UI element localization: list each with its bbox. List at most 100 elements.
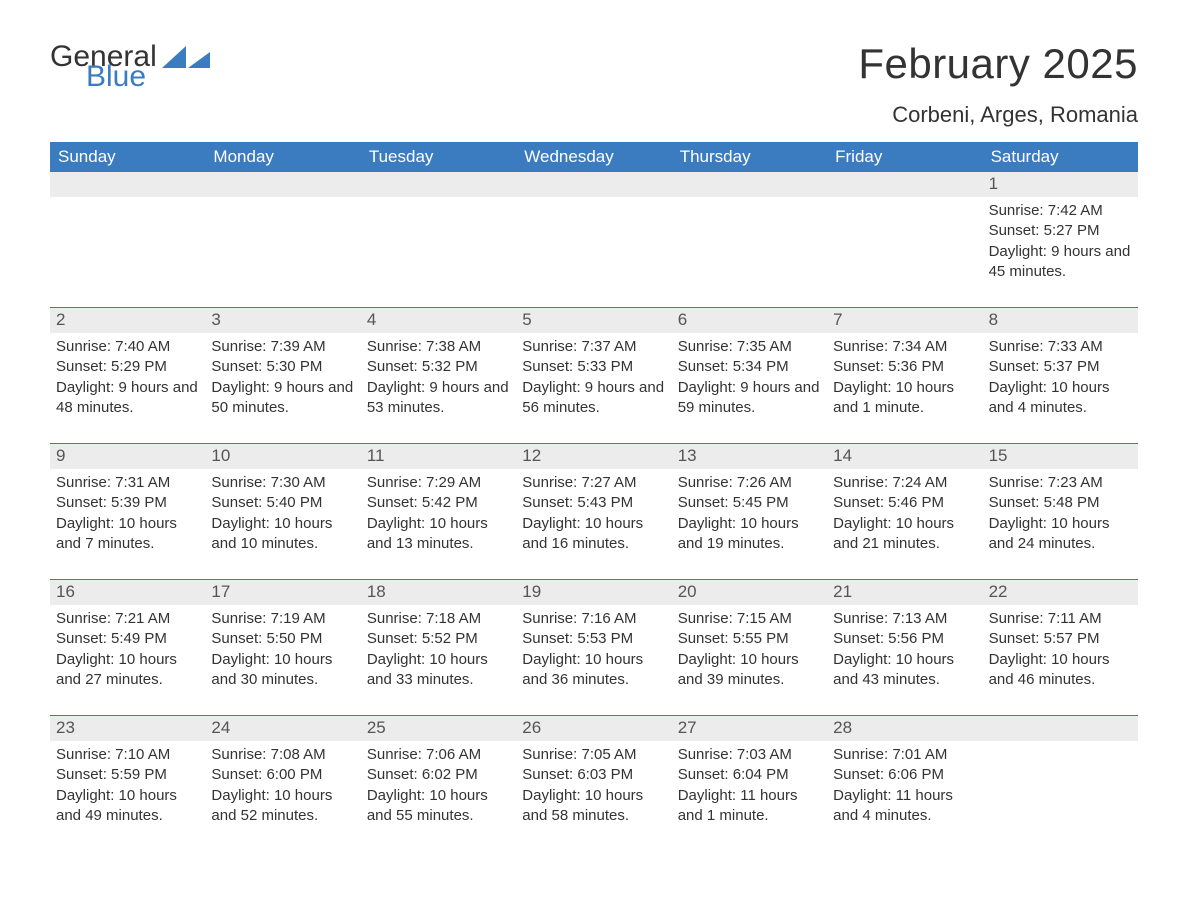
day-line: Daylight: 10 hours and 1 minute. [833, 378, 976, 419]
weekday-wednesday: Wednesday [516, 142, 671, 172]
day-line: Daylight: 9 hours and 48 minutes. [56, 378, 199, 419]
day-line: Sunset: 6:03 PM [522, 765, 665, 785]
day-line: Sunset: 5:50 PM [211, 629, 354, 649]
day-line: Daylight: 10 hours and 7 minutes. [56, 514, 199, 555]
day-line: Sunset: 5:48 PM [989, 493, 1132, 513]
weekday-saturday: Saturday [983, 142, 1138, 172]
weekday-tuesday: Tuesday [361, 142, 516, 172]
day-line: Daylight: 10 hours and 49 minutes. [56, 786, 199, 827]
day-line: Sunrise: 7:26 AM [678, 473, 821, 493]
day-line: Sunrise: 7:15 AM [678, 609, 821, 629]
day-line: Sunset: 5:55 PM [678, 629, 821, 649]
day-line: Sunrise: 7:11 AM [989, 609, 1132, 629]
day-cell: Sunrise: 7:42 AMSunset: 5:27 PMDaylight:… [983, 197, 1138, 293]
day-line: Sunrise: 7:08 AM [211, 745, 354, 765]
day-line: Sunrise: 7:03 AM [678, 745, 821, 765]
day-number: 24 [205, 716, 360, 741]
day-number: 12 [516, 444, 671, 469]
day-number: 9 [50, 444, 205, 469]
day-line: Daylight: 10 hours and 33 minutes. [367, 650, 510, 691]
day-cell [827, 197, 982, 293]
day-line: Sunset: 5:42 PM [367, 493, 510, 513]
weekday-header-row: SundayMondayTuesdayWednesdayThursdayFrid… [50, 142, 1138, 172]
day-cell [361, 197, 516, 293]
day-line: Sunrise: 7:29 AM [367, 473, 510, 493]
title-block: February 2025 Corbeni, Arges, Romania [858, 40, 1138, 128]
day-line: Sunset: 6:02 PM [367, 765, 510, 785]
day-cell: Sunrise: 7:33 AMSunset: 5:37 PMDaylight:… [983, 333, 1138, 429]
week-row: 232425262728Sunrise: 7:10 AMSunset: 5:59… [50, 715, 1138, 837]
day-number [205, 172, 360, 197]
daynum-band: 9101112131415 [50, 444, 1138, 469]
day-cell: Sunrise: 7:35 AMSunset: 5:34 PMDaylight:… [672, 333, 827, 429]
day-number [827, 172, 982, 197]
day-line: Sunset: 5:30 PM [211, 357, 354, 377]
day-line: Daylight: 10 hours and 24 minutes. [989, 514, 1132, 555]
day-line: Sunrise: 7:16 AM [522, 609, 665, 629]
day-cell: Sunrise: 7:01 AMSunset: 6:06 PMDaylight:… [827, 741, 982, 837]
day-line: Sunset: 5:53 PM [522, 629, 665, 649]
day-line: Daylight: 9 hours and 53 minutes. [367, 378, 510, 419]
daynum-band: 2345678 [50, 308, 1138, 333]
day-line: Daylight: 10 hours and 46 minutes. [989, 650, 1132, 691]
day-line: Sunset: 5:27 PM [989, 221, 1132, 241]
day-body-row: Sunrise: 7:31 AMSunset: 5:39 PMDaylight:… [50, 469, 1138, 565]
day-number [672, 172, 827, 197]
location: Corbeni, Arges, Romania [858, 102, 1138, 128]
day-line: Sunset: 5:52 PM [367, 629, 510, 649]
day-body-row: Sunrise: 7:42 AMSunset: 5:27 PMDaylight:… [50, 197, 1138, 293]
day-line: Daylight: 10 hours and 52 minutes. [211, 786, 354, 827]
day-line: Sunrise: 7:33 AM [989, 337, 1132, 357]
day-line: Sunrise: 7:06 AM [367, 745, 510, 765]
day-number: 8 [983, 308, 1138, 333]
day-number [516, 172, 671, 197]
day-number: 28 [827, 716, 982, 741]
day-cell: Sunrise: 7:38 AMSunset: 5:32 PMDaylight:… [361, 333, 516, 429]
day-line: Sunrise: 7:13 AM [833, 609, 976, 629]
daynum-band: 1 [50, 172, 1138, 197]
day-number [983, 716, 1138, 741]
daynum-band: 16171819202122 [50, 580, 1138, 605]
day-line: Sunset: 6:00 PM [211, 765, 354, 785]
weekday-friday: Friday [827, 142, 982, 172]
header: General Blue February 2025 Corbeni, Arge… [50, 40, 1138, 128]
day-cell: Sunrise: 7:37 AMSunset: 5:33 PMDaylight:… [516, 333, 671, 429]
day-number: 6 [672, 308, 827, 333]
day-line: Sunrise: 7:19 AM [211, 609, 354, 629]
sail-icon [162, 46, 210, 68]
calendar: SundayMondayTuesdayWednesdayThursdayFrid… [50, 142, 1138, 837]
day-line: Daylight: 10 hours and 43 minutes. [833, 650, 976, 691]
day-number: 18 [361, 580, 516, 605]
day-line: Sunset: 6:04 PM [678, 765, 821, 785]
day-number: 1 [983, 172, 1138, 197]
day-line: Sunrise: 7:38 AM [367, 337, 510, 357]
day-line: Sunset: 5:39 PM [56, 493, 199, 513]
brand-word-2: Blue [86, 60, 146, 94]
day-number: 10 [205, 444, 360, 469]
day-line: Daylight: 10 hours and 30 minutes. [211, 650, 354, 691]
day-line: Sunset: 5:59 PM [56, 765, 199, 785]
day-line: Sunrise: 7:24 AM [833, 473, 976, 493]
day-number: 4 [361, 308, 516, 333]
day-cell: Sunrise: 7:31 AMSunset: 5:39 PMDaylight:… [50, 469, 205, 565]
day-line: Sunrise: 7:05 AM [522, 745, 665, 765]
day-cell: Sunrise: 7:03 AMSunset: 6:04 PMDaylight:… [672, 741, 827, 837]
day-line: Sunrise: 7:23 AM [989, 473, 1132, 493]
day-cell [672, 197, 827, 293]
weekday-monday: Monday [205, 142, 360, 172]
day-line: Sunrise: 7:40 AM [56, 337, 199, 357]
day-line: Sunrise: 7:01 AM [833, 745, 976, 765]
day-cell [50, 197, 205, 293]
day-line: Sunset: 5:29 PM [56, 357, 199, 377]
day-cell: Sunrise: 7:10 AMSunset: 5:59 PMDaylight:… [50, 741, 205, 837]
day-body-row: Sunrise: 7:21 AMSunset: 5:49 PMDaylight:… [50, 605, 1138, 701]
day-line: Sunset: 5:33 PM [522, 357, 665, 377]
day-number: 13 [672, 444, 827, 469]
day-body-row: Sunrise: 7:40 AMSunset: 5:29 PMDaylight:… [50, 333, 1138, 429]
day-number: 2 [50, 308, 205, 333]
day-line: Daylight: 9 hours and 50 minutes. [211, 378, 354, 419]
weekday-sunday: Sunday [50, 142, 205, 172]
day-line: Sunset: 5:32 PM [367, 357, 510, 377]
day-number [50, 172, 205, 197]
day-number [361, 172, 516, 197]
